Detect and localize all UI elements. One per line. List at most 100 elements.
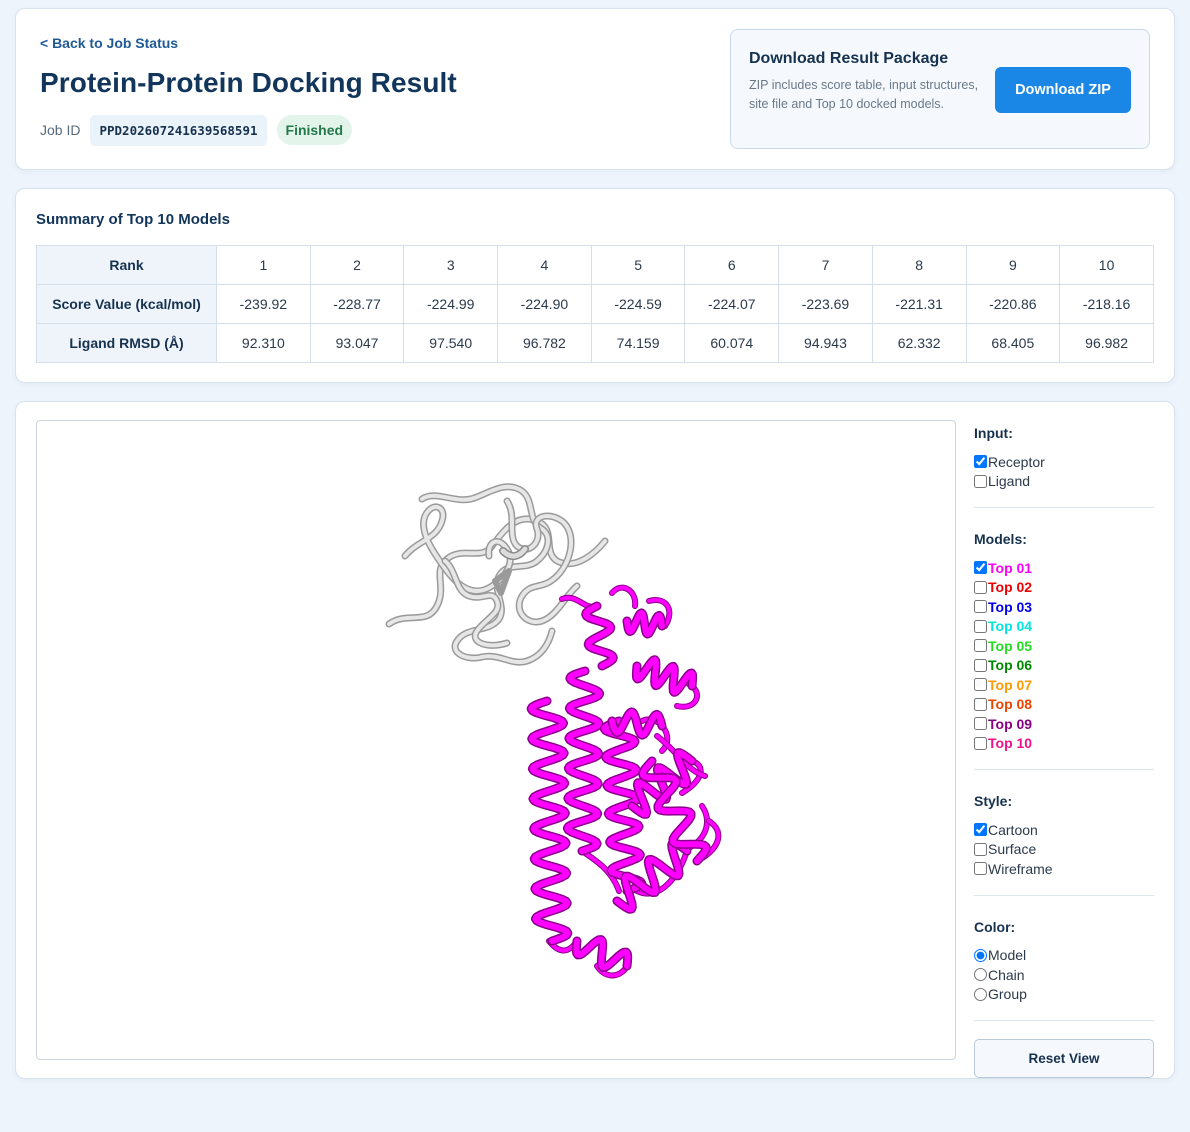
wireframe-checkbox[interactable] — [974, 862, 987, 876]
rmsd-cell: 62.332 — [871, 323, 967, 363]
color-option-model[interactable]: Model — [974, 946, 1154, 966]
score-cell: -218.16 — [1059, 284, 1154, 324]
model-checkbox[interactable] — [974, 580, 987, 594]
job-info-row: Job ID PPD202607241639568591 Finished — [40, 114, 353, 146]
molecule-viewer[interactable] — [36, 420, 956, 1060]
molecule-render — [385, 483, 722, 979]
model-label: Top 05 — [988, 637, 1033, 654]
model-radio[interactable] — [974, 948, 987, 962]
score-cell: -223.69 — [778, 284, 873, 324]
rmsd-cell: 60.074 — [684, 323, 780, 363]
score-cell: -239.92 — [216, 284, 311, 324]
model-label: Top 02 — [988, 579, 1033, 596]
style-option-cartoon[interactable]: Cartoon — [974, 820, 1154, 840]
model-label: Top 06 — [988, 657, 1033, 674]
model-option[interactable]: Top 01 — [974, 558, 1154, 578]
ligand-option[interactable]: Ligand — [974, 472, 1154, 492]
rank-cell: 6 — [684, 245, 780, 285]
model-checkbox[interactable] — [974, 561, 987, 575]
score-cell: -224.90 — [497, 284, 592, 324]
rmsd-cell: 97.540 — [403, 323, 499, 363]
model-option[interactable]: Top 07 — [974, 675, 1154, 695]
group-radio[interactable] — [974, 987, 987, 1001]
job-id-value: PPD202607241639568591 — [90, 114, 267, 146]
rmsd-row: Ligand RMSD (Å) 92.310 93.047 97.540 96.… — [36, 323, 1154, 363]
receptor-checkbox[interactable] — [974, 455, 987, 469]
group-color-label: Group — [988, 986, 1027, 1003]
rmsd-cell: 96.982 — [1059, 323, 1154, 363]
job-id-label: Job ID — [40, 122, 81, 138]
model-option[interactable]: Top 09 — [974, 714, 1154, 734]
rmsd-cell: 68.405 — [965, 323, 1061, 363]
model-option[interactable]: Top 06 — [974, 656, 1154, 676]
rank-cell: 8 — [871, 245, 967, 285]
rank-cell: 7 — [778, 245, 873, 285]
model-checkbox[interactable] — [974, 658, 987, 672]
models-title: Models: — [974, 531, 1027, 547]
model-checkbox[interactable] — [974, 697, 987, 711]
summary-title: Summary of Top 10 Models — [36, 211, 230, 228]
divider — [974, 769, 1154, 770]
model-option[interactable]: Top 04 — [974, 617, 1154, 637]
receptor-option[interactable]: Receptor — [974, 452, 1154, 472]
model-checkbox[interactable] — [974, 639, 987, 653]
model-option[interactable]: Top 08 — [974, 695, 1154, 715]
model-color-label: Model — [988, 947, 1027, 964]
cartoon-checkbox[interactable] — [974, 823, 987, 837]
rank-cell: 1 — [216, 245, 311, 285]
back-to-job-status-link[interactable]: < Back to Job Status — [40, 35, 179, 51]
model-label: Top 03 — [988, 598, 1033, 615]
page-title: Protein-Protein Docking Result — [40, 67, 457, 98]
score-cell: -228.77 — [309, 284, 405, 324]
color-option-chain[interactable]: Chain — [974, 965, 1154, 985]
rmsd-cell: 92.310 — [216, 323, 311, 363]
viewer-card: Input: Receptor Ligand Models: Top 01 Top… — [15, 401, 1175, 1079]
color-option-group[interactable]: Group — [974, 985, 1154, 1005]
model-checkbox[interactable] — [974, 717, 987, 731]
style-section: Style: Cartoon Surface Wireframe — [974, 788, 1154, 879]
rmsd-cell: 93.047 — [309, 323, 405, 363]
models-section: Models: Top 01 Top 02 Top 03 Top 04 Top 05 To… — [974, 526, 1154, 753]
ligand-checkbox[interactable] — [974, 474, 987, 488]
chain-radio[interactable] — [974, 968, 987, 982]
model-option[interactable]: Top 05 — [974, 636, 1154, 656]
score-header: Score Value (kcal/mol) — [36, 284, 217, 324]
rank-cell: 2 — [309, 245, 405, 285]
color-title: Color: — [974, 918, 1016, 935]
style-option-surface[interactable]: Surface — [974, 840, 1154, 860]
ligand-structure — [526, 584, 722, 979]
model-option[interactable]: Top 03 — [974, 597, 1154, 617]
model-option[interactable]: Top 10 — [974, 734, 1154, 754]
rmsd-cell: 94.943 — [778, 323, 873, 363]
wireframe-label: Wireframe — [988, 860, 1053, 877]
reset-view-button[interactable]: Reset View — [974, 1039, 1154, 1078]
rank-cell: 9 — [965, 245, 1061, 285]
download-zip-button[interactable]: Download ZIP — [995, 67, 1131, 113]
divider — [974, 507, 1154, 508]
rmsd-cell: 74.159 — [590, 323, 686, 363]
model-list: Top 01 Top 02 Top 03 Top 04 Top 05 Top 06 Top … — [974, 558, 1154, 753]
summary-table: Rank 1 2 3 4 5 6 7 8 9 10 Score Value (k… — [36, 245, 1154, 363]
surface-checkbox[interactable] — [974, 842, 987, 856]
score-cell: -221.31 — [871, 284, 967, 324]
summary-card: Summary of Top 10 Models Rank 1 2 3 4 5 … — [15, 188, 1175, 383]
download-panel: Download Result Package ZIP includes sco… — [730, 29, 1150, 149]
chain-color-label: Chain — [988, 966, 1025, 983]
score-cell: -224.07 — [684, 284, 780, 324]
model-checkbox[interactable] — [974, 600, 987, 614]
score-cell: -224.59 — [590, 284, 686, 324]
score-cell: -220.86 — [965, 284, 1061, 324]
model-checkbox[interactable] — [974, 736, 987, 750]
style-option-wireframe[interactable]: Wireframe — [974, 859, 1154, 879]
model-checkbox[interactable] — [974, 619, 987, 633]
rmsd-cell: 96.782 — [497, 323, 592, 363]
rank-cell: 10 — [1059, 245, 1154, 285]
receptor-label: Receptor — [988, 453, 1045, 470]
download-description: ZIP includes score table, input structur… — [749, 78, 979, 111]
model-option[interactable]: Top 02 — [974, 578, 1154, 598]
cartoon-label: Cartoon — [988, 821, 1038, 838]
model-checkbox[interactable] — [974, 678, 987, 692]
model-label: Top 01 — [988, 559, 1033, 576]
color-section: Color: Model Chain Group — [974, 914, 1154, 1005]
status-badge: Finished — [276, 115, 353, 145]
